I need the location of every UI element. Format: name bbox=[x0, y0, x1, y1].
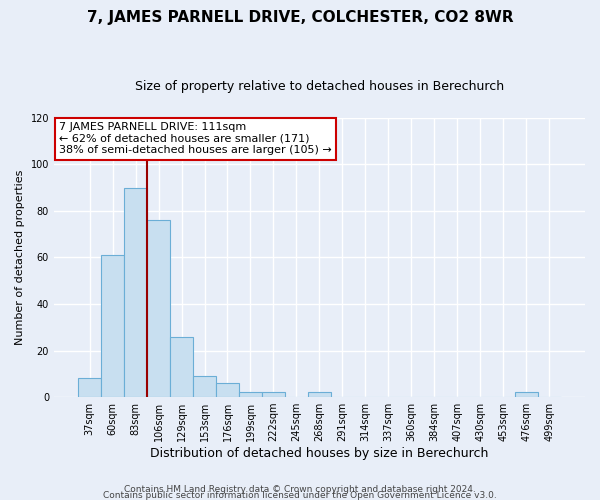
Title: Size of property relative to detached houses in Berechurch: Size of property relative to detached ho… bbox=[135, 80, 504, 93]
Text: Contains HM Land Registry data © Crown copyright and database right 2024.: Contains HM Land Registry data © Crown c… bbox=[124, 484, 476, 494]
Text: 7 JAMES PARNELL DRIVE: 111sqm
← 62% of detached houses are smaller (171)
38% of : 7 JAMES PARNELL DRIVE: 111sqm ← 62% of d… bbox=[59, 122, 332, 155]
Bar bbox=[515, 392, 538, 397]
Bar bbox=[308, 392, 331, 397]
Bar bbox=[124, 188, 147, 397]
X-axis label: Distribution of detached houses by size in Berechurch: Distribution of detached houses by size … bbox=[150, 447, 488, 460]
Text: 7, JAMES PARNELL DRIVE, COLCHESTER, CO2 8WR: 7, JAMES PARNELL DRIVE, COLCHESTER, CO2 … bbox=[86, 10, 514, 25]
Bar bbox=[170, 336, 193, 397]
Bar bbox=[216, 383, 239, 397]
Text: Contains public sector information licensed under the Open Government Licence v3: Contains public sector information licen… bbox=[103, 490, 497, 500]
Bar bbox=[101, 255, 124, 397]
Bar bbox=[262, 392, 285, 397]
Bar bbox=[239, 392, 262, 397]
Bar bbox=[147, 220, 170, 397]
Bar bbox=[193, 376, 216, 397]
Bar bbox=[78, 378, 101, 397]
Y-axis label: Number of detached properties: Number of detached properties bbox=[15, 170, 25, 345]
